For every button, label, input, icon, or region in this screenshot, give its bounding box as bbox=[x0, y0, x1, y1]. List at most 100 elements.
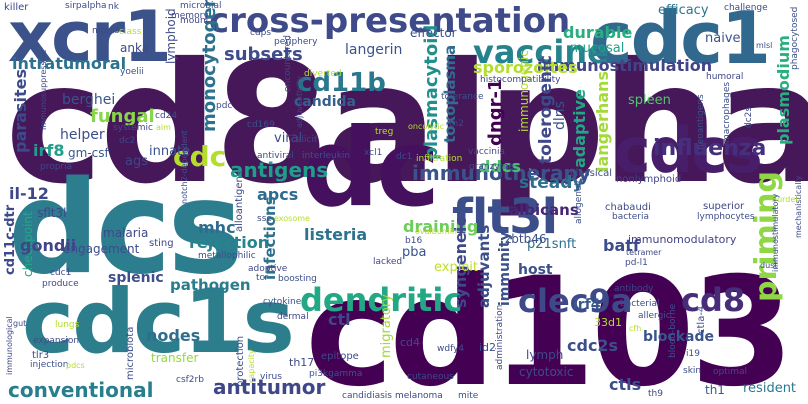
word-chabaudi: chabaudi bbox=[605, 202, 651, 213]
word-virus: virus bbox=[260, 372, 282, 382]
word-dc: dc bbox=[302, 106, 440, 231]
word-gut: gut bbox=[13, 319, 27, 328]
word-lymphocytes: lymphocytes bbox=[697, 212, 755, 222]
word-elicit: elicit bbox=[296, 135, 318, 145]
word-spleen: spleen bbox=[628, 93, 671, 108]
word-vaccinia: vaccinia bbox=[468, 147, 505, 157]
word-immunosuppressive: immunosuppressive bbox=[39, 49, 48, 131]
word-systemic: systemic bbox=[113, 123, 153, 133]
word-intratumoral: intratumoral bbox=[12, 54, 127, 73]
word-flt3l: flt3l bbox=[452, 189, 558, 245]
word-cdc: cdc bbox=[173, 140, 227, 173]
word-parasites: parasites bbox=[11, 69, 30, 153]
word-cross-presentation: cross-presentation bbox=[209, 1, 571, 41]
word-interleukin: interleukin bbox=[302, 151, 351, 161]
word-dendritic: dendritic bbox=[300, 281, 463, 319]
word-pba: pba bbox=[402, 245, 427, 260]
word-notch2-dependent: notch2-dependent bbox=[180, 130, 189, 204]
word-treg: treg bbox=[375, 127, 394, 137]
word-diverted: diverted bbox=[304, 69, 342, 79]
word-ssc: ssc bbox=[257, 214, 272, 224]
word-tetramer: tetramer bbox=[626, 248, 662, 257]
word-cd8: cd8 bbox=[681, 281, 746, 319]
word-burden: burden bbox=[772, 195, 801, 204]
word-dc1: dc1 bbox=[396, 152, 413, 162]
word-rejection: rejection bbox=[189, 233, 270, 252]
word-cytokine: cytokine bbox=[263, 297, 302, 307]
word-cdc1s: cdc1s bbox=[22, 270, 295, 373]
word-sporozoites: sporozoites bbox=[473, 58, 578, 77]
word-skin: skin bbox=[683, 366, 702, 376]
word-resident: resident bbox=[743, 381, 797, 396]
word-infiltration: infiltration bbox=[416, 154, 463, 164]
word-immunogenic: immunogenic bbox=[517, 50, 531, 132]
word-dc2s: dc2s bbox=[744, 106, 754, 128]
word-cd169: cd169 bbox=[247, 120, 275, 130]
word-adjuvants: adjuvants bbox=[475, 224, 493, 308]
word-ctla-4: ctla-4 bbox=[696, 305, 707, 334]
word-ctls: ctls bbox=[609, 375, 642, 394]
word-dcs: dcs bbox=[8, 154, 244, 303]
word-dc2: dc2 bbox=[119, 136, 136, 146]
word-exosome: exosome bbox=[274, 214, 310, 223]
word-allergic: allergic bbox=[638, 311, 671, 321]
word-microbiota: microbiota bbox=[125, 326, 136, 380]
word-dust: dust bbox=[760, 261, 778, 270]
word-cytotoxic: cytotoxic bbox=[519, 365, 574, 379]
word-cutaneous: cutaneous bbox=[407, 372, 454, 382]
word-epitope: epitope bbox=[321, 351, 359, 362]
word-cd8alpha: cd8alpha bbox=[5, 28, 808, 221]
word-p21snft: p21snft bbox=[527, 237, 577, 252]
word-exploit: exploit bbox=[434, 260, 478, 275]
word-splenic: splenic bbox=[108, 270, 164, 286]
word-effector: effector bbox=[410, 26, 457, 40]
word-produce: produce bbox=[42, 279, 79, 289]
word-plasmacytoid: plasmacytoid bbox=[421, 24, 442, 160]
word-pdcs: pdcs bbox=[66, 361, 85, 370]
word-bacteria: bacteria bbox=[612, 212, 649, 222]
word-memory: memory bbox=[171, 11, 209, 21]
word-th1: th1 bbox=[705, 383, 725, 397]
word-mechanistically: mechanistically bbox=[794, 175, 803, 238]
word-adoptive: adoptive bbox=[248, 264, 288, 274]
word-zbtb46: zbtb46 bbox=[505, 232, 547, 246]
word-metallophilic: metallophilic bbox=[198, 251, 256, 261]
word-langerin: langerin bbox=[345, 42, 403, 58]
word-administration: administration bbox=[495, 304, 505, 370]
word-tolerance: tolerance bbox=[441, 92, 484, 102]
word-antiviral: antiviral bbox=[257, 151, 294, 161]
word-expansion: expansion bbox=[33, 336, 80, 346]
word-dngr-1: dngr-1 bbox=[485, 78, 506, 146]
word-ags: ags bbox=[125, 154, 148, 169]
word-nonlymphoid: nonlymphoid bbox=[616, 174, 682, 185]
word-irf8: irf8 bbox=[33, 141, 65, 160]
word-phagocytosed: phagocytosed bbox=[790, 6, 800, 70]
word-viral: viral bbox=[274, 131, 303, 146]
word-ctl: ctl bbox=[328, 310, 351, 329]
word-aim: aim bbox=[156, 123, 171, 132]
word-apcs: apcs bbox=[257, 185, 299, 204]
word-irf4: irf4 bbox=[573, 297, 601, 313]
word-transfer: transfer bbox=[151, 351, 199, 365]
word-i19: i19 bbox=[686, 349, 700, 359]
word-protection: protection bbox=[235, 335, 246, 387]
word-sting: sting bbox=[149, 238, 174, 249]
word-priming: vaccine bbox=[473, 33, 609, 71]
word-cd24: cd24 bbox=[155, 111, 178, 121]
word-id2: id2 bbox=[479, 341, 497, 354]
word-cdps: cdps bbox=[250, 28, 272, 38]
word-melanoma: melanoma bbox=[395, 391, 443, 401]
word-clec9a: clec9a bbox=[518, 282, 633, 320]
word-antibody: antibody bbox=[614, 284, 654, 294]
word-batf: batf bbox=[603, 236, 640, 255]
word-propria: propria bbox=[40, 162, 73, 172]
word-th9: th9 bbox=[648, 389, 663, 399]
word-capacity: capacity bbox=[247, 349, 256, 383]
word-mhc: mhc bbox=[198, 218, 236, 237]
word-tlr3: tlr3 bbox=[32, 350, 50, 361]
word-dlns: dlns bbox=[552, 101, 568, 130]
word-b16: b16 bbox=[405, 236, 423, 246]
word-neoantigens: neoantigens bbox=[696, 94, 706, 150]
word-mount: mount bbox=[180, 16, 210, 26]
word-pi3kgamma: pi3kgamma bbox=[309, 369, 363, 379]
